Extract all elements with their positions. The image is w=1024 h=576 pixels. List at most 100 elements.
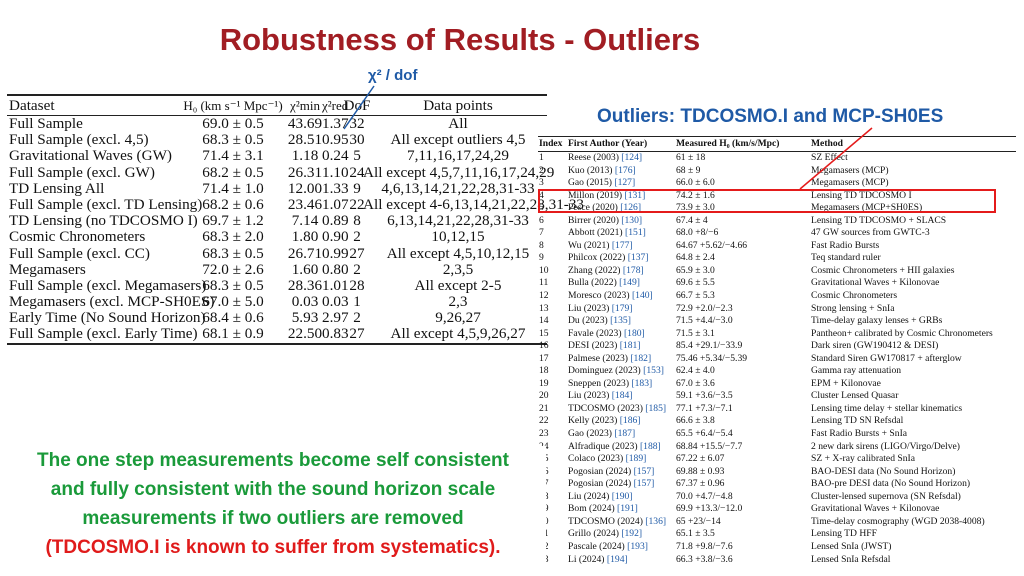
cell-chi2red: 0.90: [322, 228, 349, 246]
cell-index: 5: [539, 202, 544, 214]
cell-method: 47 GW sources from GWTC-3: [811, 227, 930, 239]
cell-method: BAO-pre DESI data (No Sound Horizon): [811, 478, 971, 490]
table-row: Full Sample (excl. CC) 68.3 ± 0.5 26.71 0.9…: [7, 244, 547, 262]
cell-method: EPM + Kilonovae: [811, 377, 881, 389]
cell-citation: [187]: [614, 428, 636, 440]
cell-h0: 69.7 ± 1.2: [202, 212, 264, 230]
cell-chi2red: 0.95: [322, 131, 349, 149]
cell-index: 12: [539, 290, 549, 302]
cell-author: Li (2024) [194]: [568, 554, 628, 567]
cell-author-name: Reese (2003): [568, 152, 619, 163]
cell-author: Liu (2024) [190]: [568, 491, 633, 504]
cell-index: 11: [539, 277, 549, 289]
measurements-header: Index First Author (Year) Measured H₀ (k…: [538, 137, 1016, 151]
cell-h0: 72.0 ± 2.6: [202, 260, 264, 278]
cell-author-name: Zhang (2022): [568, 264, 621, 276]
cell-dataset: Full Sample (excl. CC): [9, 244, 150, 262]
cell-measured-h0: 74.2 ± 1.6: [676, 189, 715, 201]
cell-measured-h0: 65.9 ± 3.0: [676, 264, 715, 276]
results-table-header: Dataset H₀ (km s⁻¹ Mpc⁻¹) χ²min χ²red Do…: [7, 96, 547, 115]
cell-method: Gravitational Waves + Kilonovae: [811, 277, 940, 289]
cell-citation: [180]: [623, 327, 645, 339]
cell-dataset: Full Sample (excl. Megamasers): [9, 276, 207, 294]
header-chi2min: χ²min: [290, 98, 320, 113]
cell-dof: 8: [353, 212, 361, 230]
cell-author: Bulla (2022) [149]: [568, 277, 640, 290]
cell-chi2red: 1.33: [322, 179, 349, 197]
cell-dof: 1: [353, 293, 361, 311]
cell-data-points: 2,3,5: [442, 260, 474, 278]
table-row: Gravitational Waves (GW) 71.4 ± 3.1 1.18 0.…: [7, 148, 547, 164]
table-row: 24Alfradique (2023) [188]68.84 +15.5/−7.…: [538, 441, 1016, 454]
cell-chi2red: 0.83: [322, 325, 349, 343]
cell-author: Kuo (2013) [176]: [568, 165, 636, 178]
table-row: 14 Du (2023) [135] 71.5 +4.4/−3.0 Time-dela…: [538, 315, 1016, 328]
cell-index: 6: [539, 214, 544, 226]
cell-measured-h0: 69.88 ± 0.93: [676, 465, 725, 477]
cell-author-name: Bom (2024): [568, 503, 615, 515]
cell-method: Standard Siren GW170817 + afterglow: [811, 352, 962, 364]
conclusion-line-1: The one step measurements become self co…: [37, 450, 509, 471]
cell-dataset: Gravitational Waves (GW): [9, 147, 172, 165]
header-method: Method: [811, 138, 843, 149]
cell-author-name: Dominguez (2023): [568, 365, 641, 377]
cell-author: Philcox (2022) [137]: [568, 252, 648, 265]
cell-method: Lensing TD TDCOSMO I: [811, 189, 912, 201]
results-table: Dataset H₀ (km s⁻¹ Mpc⁻¹) χ²min χ²red Do…: [7, 94, 584, 345]
cell-author: Pesce (2020) [126]: [568, 202, 641, 215]
table-row: 19 Sneppen (2023) [183] 67.0 ± 3.6 EPM + Ki…: [538, 378, 1016, 391]
cell-h0: 68.3 ± 0.5: [202, 131, 264, 149]
cell-method: BAO-DESI data (No Sound Horizon): [811, 465, 956, 477]
cell-method: Cosmic Chronometers + HII galaxies: [811, 264, 955, 276]
table-row: 30TDCOSMO (2024) [136]65 +23/−14Time-del…: [538, 516, 1016, 529]
cell-data-points: 9,26,27: [435, 309, 481, 327]
cell-citation: [184]: [611, 390, 633, 402]
table-bottom-rule: [7, 342, 547, 345]
cell-data-points: All except 2-5: [414, 276, 502, 294]
cell-author: Pogosian (2024) [157]: [568, 466, 654, 479]
cell-dof: 22: [349, 195, 365, 213]
cell-chi2min: 43.69: [287, 115, 323, 132]
table-row: Full Sample (excl. Megamasers) 68.3 ± 0.5…: [7, 276, 547, 294]
cell-method: Megamasers (MCP): [811, 177, 889, 189]
table-row: 7 Abbott (2021) [151] 68.0 +8/−6 47 GW sour…: [538, 227, 1016, 240]
cell-chi2min: 26.71: [287, 244, 323, 262]
cell-data-points: 2,3: [448, 293, 468, 311]
cell-measured-h0: 66.3 +3.8/−3.6: [676, 553, 733, 565]
cell-measured-h0: 73.9 ± 3.0: [676, 202, 715, 214]
cell-author: Reese (2003) [124]: [568, 152, 642, 165]
cell-citation: [140]: [631, 290, 653, 302]
cell-citation: [127]: [614, 177, 636, 189]
cell-h0: 67.0 ± 5.0: [202, 293, 264, 311]
cell-h0: 68.2 ± 0.6: [202, 195, 264, 213]
table-row: TD Lensing (no TDCOSMO I) 69.7 ± 1.2 7.14 0…: [7, 212, 547, 230]
table-row: Cosmic Chronometers 68.3 ± 2.0 1.80 0.90 2 10…: [7, 229, 547, 245]
cell-citation: [190]: [611, 490, 633, 502]
cell-author: Gao (2015) [127]: [568, 177, 635, 190]
cell-method: Cosmic Chronometers: [811, 290, 898, 302]
cell-chi2red: 1.07: [322, 195, 349, 213]
cell-author-name: Grillo (2024): [568, 528, 619, 540]
cell-measured-h0: 69.6 ± 5.5: [676, 277, 715, 289]
cell-dof: 27: [349, 325, 365, 343]
slide-title: Robustness of Results - Outliers: [219, 22, 701, 57]
cell-dof: 5: [353, 147, 361, 165]
cell-measured-h0: 75.46 +5.34/−5.39: [676, 352, 748, 364]
cell-chi2min: 23.46: [287, 195, 323, 213]
cell-citation: [181]: [619, 340, 641, 352]
table-row: 3 Gao (2015) [127] 66.0 ± 6.0 Megamasers (M…: [538, 177, 1016, 190]
cell-author-name: Sneppen (2023): [568, 377, 630, 389]
cell-measured-h0: 67.37 ± 0.96: [676, 478, 725, 490]
cell-citation: [176]: [614, 164, 636, 176]
cell-measured-h0: 77.1 +7.3/−7.1: [676, 402, 733, 414]
table-row: 32Pascale (2024) [193]71.8 +9.8/−7.6Lens…: [538, 541, 1016, 554]
cell-data-points: 7,11,16,17,24,29: [407, 147, 509, 165]
header-chi2red: χ²red: [322, 98, 349, 113]
cell-dataset: Full Sample (excl. 4,5): [9, 131, 149, 149]
table-row: 9 Philcox (2022) [137] 64.8 ± 2.4 Teq stand…: [538, 252, 1016, 265]
cell-citation: [130]: [621, 214, 643, 226]
cell-measured-h0: 72.9 +2.0/−2.3: [676, 302, 733, 314]
cell-author-name: Abbott (2021): [568, 227, 623, 239]
